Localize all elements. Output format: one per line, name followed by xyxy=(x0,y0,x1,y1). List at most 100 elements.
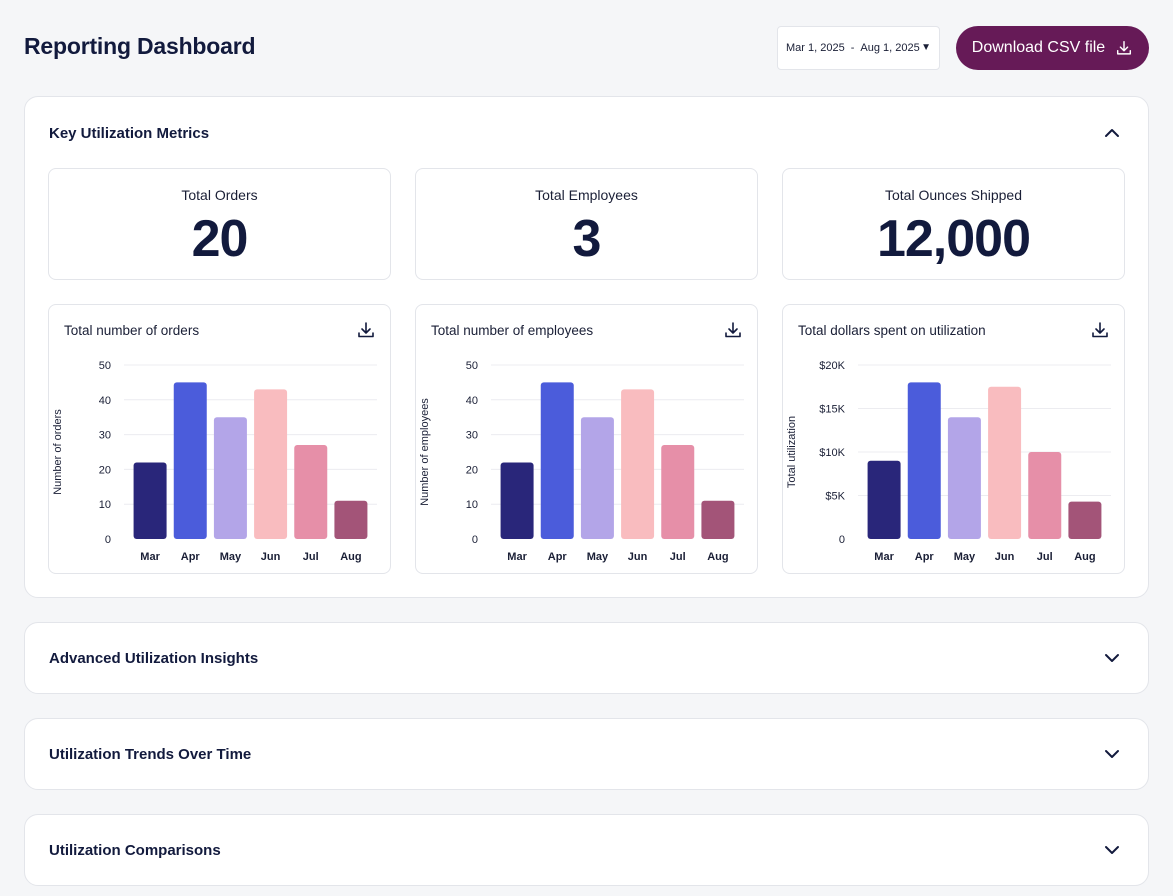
y-tick-label: 20 xyxy=(466,464,478,476)
y-tick-label: 0 xyxy=(472,534,478,546)
y-tick-label: 40 xyxy=(466,395,478,407)
chevron-down-icon xyxy=(1105,654,1119,662)
date-end: Aug 1, 2025 xyxy=(860,42,920,54)
y-axis-label: Number of employees xyxy=(419,398,431,506)
y-tick-label: $10K xyxy=(819,447,845,459)
bar xyxy=(294,445,328,539)
download-csv-button[interactable]: Download CSV file xyxy=(956,26,1149,70)
x-tick-label: Mar xyxy=(507,551,527,563)
x-tick-label: May xyxy=(587,551,609,563)
x-tick-label: May xyxy=(954,551,976,563)
bar xyxy=(500,462,534,539)
download-csv-label: Download CSV file xyxy=(971,39,1106,56)
section-title: Utilization Comparisons xyxy=(49,842,221,859)
y-tick-label: 0 xyxy=(839,534,845,546)
chevron-up-icon xyxy=(1105,129,1119,137)
section-title: Utilization Trends Over Time xyxy=(49,746,252,763)
expand-button[interactable] xyxy=(1102,648,1122,668)
y-tick-label: 50 xyxy=(466,360,478,372)
chart-download-button[interactable] xyxy=(1090,320,1110,340)
expand-button[interactable] xyxy=(1102,840,1122,860)
bar xyxy=(213,417,247,539)
x-tick-label: Aug xyxy=(340,551,361,563)
bar xyxy=(133,462,167,539)
download-icon xyxy=(1092,322,1108,338)
x-tick-label: Mar xyxy=(140,551,160,563)
bar xyxy=(1068,501,1102,539)
chevron-down-icon xyxy=(1105,750,1119,758)
x-tick-label: Jul xyxy=(670,551,686,563)
date-start: Mar 1, 2025 xyxy=(786,42,845,54)
bar xyxy=(334,500,368,539)
page-title: Reporting Dashboard xyxy=(24,33,256,59)
y-tick-label: 20 xyxy=(99,464,111,476)
x-tick-label: Jul xyxy=(303,551,319,563)
stat-card-employees: Total Employees 3 xyxy=(415,168,758,280)
stat-label: Total Ounces Shipped xyxy=(885,187,1022,203)
employees-bar-chart: 0 10 20 30 40 50 Number of employees Mar Apr May J… xyxy=(419,360,744,563)
bar xyxy=(661,445,695,539)
chart-title: Total dollars spent on utilization xyxy=(798,323,986,338)
chart-download-button[interactable] xyxy=(356,320,376,340)
x-tick-label: Aug xyxy=(707,551,728,563)
stat-value: 20 xyxy=(191,210,249,268)
y-tick-label: 10 xyxy=(99,499,111,511)
download-icon xyxy=(358,322,374,338)
bar xyxy=(621,389,655,539)
y-tick-label: 0 xyxy=(105,534,111,546)
bar xyxy=(907,382,941,539)
date-separator: - xyxy=(850,42,855,54)
stat-label: Total Orders xyxy=(181,187,258,203)
bar xyxy=(988,386,1022,539)
y-tick-label: 30 xyxy=(99,430,111,442)
y-axis-label: Total utilization xyxy=(786,416,798,488)
chart-download-button[interactable] xyxy=(723,320,743,340)
chevron-down-icon xyxy=(1105,846,1119,854)
y-axis-label: Number of orders xyxy=(52,409,64,495)
y-tick-label: 40 xyxy=(99,395,111,407)
bar xyxy=(867,460,901,539)
bar xyxy=(580,417,614,539)
y-tick-label: $15K xyxy=(819,404,845,416)
chart-card-employees: Total number of employees 0 10 20 30 40 50 Num… xyxy=(415,304,758,574)
expand-button[interactable] xyxy=(1102,744,1122,764)
bar xyxy=(1028,452,1062,539)
x-tick-label: Aug xyxy=(1074,551,1095,563)
y-tick-label: $20K xyxy=(819,360,845,372)
y-tick-label: 10 xyxy=(466,499,478,511)
bar xyxy=(540,382,574,539)
stat-card-ounces: Total Ounces Shipped 12,000 xyxy=(782,168,1125,280)
section-advanced-insights[interactable]: Advanced Utilization Insights xyxy=(24,622,1149,694)
bar xyxy=(173,382,207,539)
x-tick-label: Jun xyxy=(995,551,1015,563)
chart-card-orders: Total number of orders 0 10 20 30 40 50 Number… xyxy=(48,304,391,574)
stat-value: 3 xyxy=(572,210,602,268)
download-icon xyxy=(725,322,741,338)
key-metrics-panel: Key Utilization Metrics Total Orders 20 … xyxy=(24,96,1149,598)
collapse-button[interactable] xyxy=(1102,123,1122,143)
section-title: Advanced Utilization Insights xyxy=(49,650,259,667)
y-tick-label: 30 xyxy=(466,430,478,442)
chart-title: Total number of employees xyxy=(431,323,594,338)
bar xyxy=(947,417,981,539)
chart-title: Total number of orders xyxy=(64,323,200,338)
x-tick-label: Mar xyxy=(874,551,894,563)
download-icon xyxy=(1117,40,1132,55)
section-comparisons[interactable]: Utilization Comparisons xyxy=(24,814,1149,886)
stat-label: Total Employees xyxy=(535,187,638,203)
stat-card-orders: Total Orders 20 xyxy=(48,168,391,280)
section-trends-over-time[interactable]: Utilization Trends Over Time xyxy=(24,718,1149,790)
x-tick-label: Apr xyxy=(181,551,201,563)
stat-value: 12,000 xyxy=(876,210,1031,268)
x-tick-label: Jun xyxy=(628,551,648,563)
date-range-picker[interactable]: Mar 1, 2025 - Aug 1, 2025 ▼ xyxy=(777,26,940,70)
chart-card-dollars: Total dollars spent on utilization 0 $5K $… xyxy=(782,304,1125,574)
key-metrics-title: Key Utilization Metrics xyxy=(49,125,210,142)
orders-bar-chart: 0 10 20 30 40 50 Number of orders Mar Apr May Jun J… xyxy=(52,360,377,563)
bar xyxy=(701,500,735,539)
dollars-bar-chart: 0 $5K $10K $15K $20K Total utilization Mar Apr M… xyxy=(786,360,1111,563)
x-tick-label: Jun xyxy=(261,551,281,563)
x-tick-label: Jul xyxy=(1037,551,1053,563)
y-tick-label: 50 xyxy=(99,360,111,372)
x-tick-label: Apr xyxy=(915,551,935,563)
